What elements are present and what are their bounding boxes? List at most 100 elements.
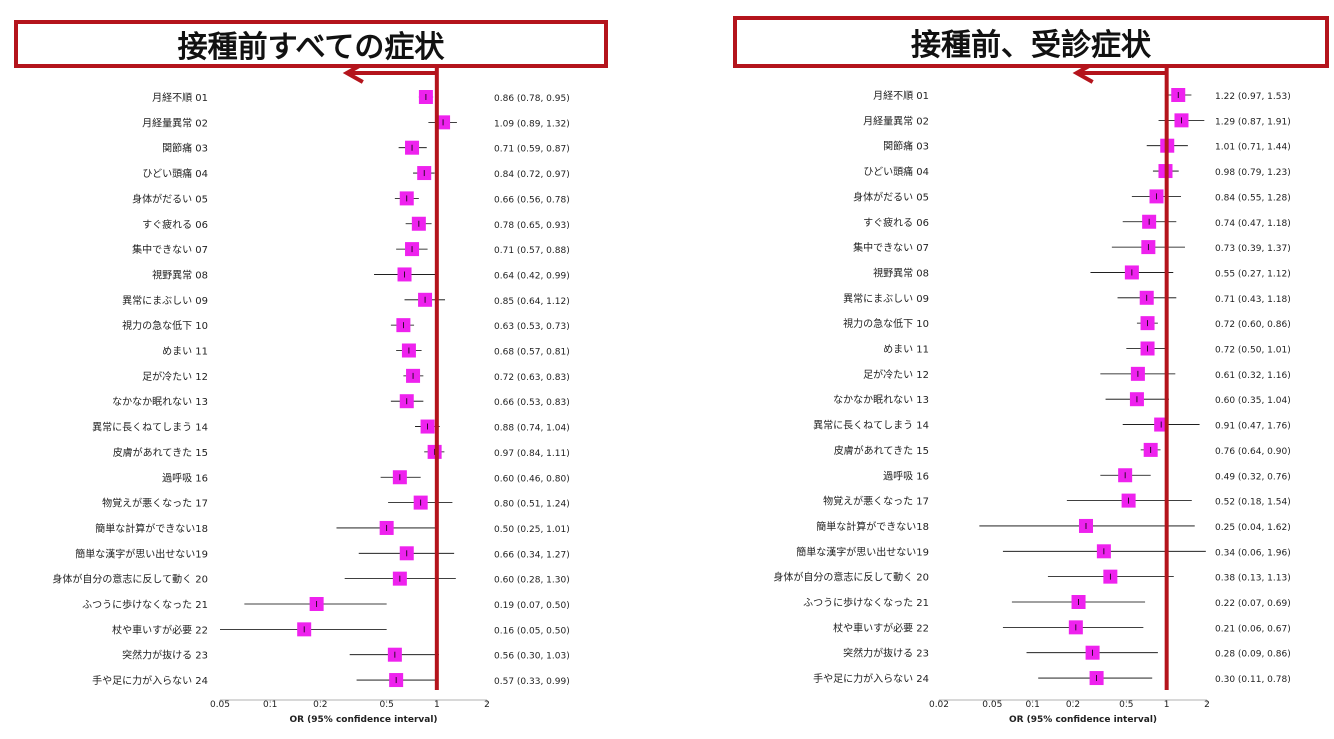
or-value-text: 0.52 (0.18, 1.54) [1215, 498, 1291, 508]
row-label: 視野異常 08 [873, 266, 929, 279]
row-label: 集中できない 07 [132, 243, 208, 256]
row-label: 手や足に力が入らない 24 [92, 674, 208, 687]
or-value-text: 1.22 (0.97, 1.53) [1215, 92, 1291, 102]
or-value-text: 0.85 (0.64, 1.12) [494, 297, 570, 307]
forest-plot-right: 月経不順 01 1.22 (0.97, 1.53) 月経量異常 02 1.29 (0.… [773, 62, 1291, 725]
x-tick-label: 0.5 [1119, 700, 1133, 710]
row-label: ふつうに歩けなくなった 21 [82, 598, 208, 611]
row-label: 突然力が抜ける 23 [122, 649, 208, 662]
or-value-text: 0.66 (0.56, 0.78) [494, 195, 570, 205]
row-label: 簡単な計算ができない18 [816, 520, 929, 533]
row-label: 杖や車いすが必要 22 [112, 623, 208, 636]
or-value-text: 0.97 (0.84, 1.11) [494, 449, 570, 459]
row-label: 集中できない 07 [853, 241, 929, 254]
or-value-text: 0.22 (0.07, 0.69) [1215, 599, 1291, 609]
row-label: 簡単な漢字が思い出せない19 [796, 545, 929, 558]
row-label: 視力の急な低下 10 [122, 319, 208, 332]
or-value-text: 0.91 (0.47, 1.76) [1215, 422, 1291, 432]
or-value-text: 0.66 (0.53, 0.83) [494, 398, 570, 408]
forest-plot-left: 月経不順 01 0.86 (0.78, 0.95) 月経量異常 02 1.09 (0.… [52, 62, 570, 725]
or-value-text: 0.56 (0.30, 1.03) [494, 652, 570, 662]
or-value-text: 0.80 (0.51, 1.24) [494, 500, 570, 510]
or-value-text: 0.19 (0.07, 0.50) [494, 601, 570, 611]
x-tick-label: 0.02 [929, 700, 949, 710]
row-label: 手や足に力が入らない 24 [813, 672, 929, 685]
x-tick-label: 2 [484, 700, 490, 710]
or-value-text: 0.86 (0.78, 0.95) [494, 94, 570, 104]
x-tick-label: 0.2 [1066, 700, 1080, 710]
or-value-text: 0.72 (0.63, 0.83) [494, 373, 570, 383]
row-label: 物覚えが悪くなった 17 [823, 495, 929, 508]
x-tick-label: 1 [434, 700, 440, 710]
or-value-text: 0.21 (0.06, 0.67) [1215, 624, 1291, 634]
or-value-text: 0.60 (0.28, 1.30) [494, 576, 570, 586]
row-label: 身体が自分の意志に反して動く 20 [773, 571, 929, 584]
row-label: ひどい頭痛 04 [142, 167, 208, 180]
row-label: 過呼吸 16 [162, 472, 208, 484]
row-label: 物覚えが悪くなった 17 [102, 497, 208, 510]
or-value-text: 1.09 (0.89, 1.32) [494, 119, 570, 129]
row-label: 関節痛 03 [883, 140, 929, 153]
row-label: 異常に長くねてしまう 14 [92, 421, 208, 434]
or-value-text: 0.25 (0.04, 1.62) [1215, 523, 1291, 533]
right-panel-title-text: 接種前、受診症状 [911, 28, 1151, 63]
x-tick-label: 0.05 [982, 700, 1002, 710]
or-value-text: 0.68 (0.57, 0.81) [494, 348, 570, 358]
x-axis-label: OR (95% confidence interval) [1009, 715, 1157, 725]
or-value-text: 0.50 (0.25, 1.01) [494, 525, 570, 535]
x-tick-label: 0.05 [210, 700, 230, 710]
or-value-text: 0.98 (0.79, 1.23) [1215, 168, 1291, 178]
or-value-text: 0.73 (0.39, 1.37) [1215, 244, 1291, 254]
row-label: なかなか眠れない 13 [833, 394, 929, 406]
row-label: ひどい頭痛 04 [863, 165, 929, 178]
or-value-text: 0.84 (0.55, 1.28) [1215, 193, 1291, 203]
row-label: 足が冷たい 12 [142, 370, 208, 383]
row-label: 視力の急な低下 10 [843, 317, 929, 330]
row-label: 皮膚があれてきた 15 [834, 444, 929, 457]
or-value-text: 0.72 (0.50, 1.01) [1215, 346, 1291, 356]
row-label: 視野異常 08 [152, 268, 208, 281]
x-tick-label: 0.1 [263, 700, 277, 710]
or-value-text: 0.88 (0.74, 1.04) [494, 424, 570, 434]
or-value-text: 0.84 (0.72, 0.97) [494, 170, 570, 180]
or-value-text: 0.55 (0.27, 1.12) [1215, 269, 1291, 279]
x-axis-label: OR (95% confidence interval) [289, 715, 437, 725]
or-value-text: 0.66 (0.34, 1.27) [494, 550, 570, 560]
row-label: 身体がだるい 05 [853, 190, 929, 203]
or-value-text: 0.57 (0.33, 0.99) [494, 677, 570, 687]
row-label: 簡単な漢字が思い出せない19 [75, 547, 208, 560]
row-label: 杖や車いすが必要 22 [833, 621, 929, 634]
row-label: めまい 11 [883, 344, 929, 356]
or-value-text: 0.49 (0.32, 0.76) [1215, 472, 1291, 482]
or-value-text: 1.01 (0.71, 1.44) [1215, 143, 1291, 153]
or-value-text: 0.71 (0.43, 1.18) [1215, 295, 1291, 305]
or-value-text: 0.38 (0.13, 1.13) [1215, 574, 1291, 584]
or-value-text: 0.64 (0.42, 0.99) [494, 271, 570, 281]
row-label: 皮膚があれてきた 15 [113, 446, 208, 459]
row-label: 異常に長くねてしまう 14 [813, 419, 929, 432]
or-value-text: 0.60 (0.46, 0.80) [494, 474, 570, 484]
or-value-text: 0.76 (0.64, 0.90) [1215, 447, 1291, 457]
or-value-text: 0.30 (0.11, 0.78) [1215, 675, 1291, 685]
row-label: 異常にまぶしい 09 [122, 294, 208, 307]
or-value-text: 0.28 (0.09, 0.86) [1215, 650, 1291, 660]
row-label: 足が冷たい 12 [863, 368, 929, 381]
x-tick-label: 1 [1164, 700, 1170, 710]
or-value-text: 0.63 (0.53, 0.73) [494, 322, 570, 332]
or-value-text: 0.71 (0.57, 0.88) [494, 246, 570, 256]
row-label: すぐ疲れる 06 [142, 218, 208, 231]
row-label: 過呼吸 16 [883, 470, 929, 482]
row-label: ふつうに歩けなくなった 21 [803, 596, 929, 609]
or-value-text: 0.60 (0.35, 1.04) [1215, 396, 1291, 406]
left-panel-title: 接種前すべての症状 [14, 20, 608, 68]
or-value-text: 0.16 (0.05, 0.50) [494, 626, 570, 636]
row-label: 身体が自分の意志に反して動く 20 [52, 573, 208, 586]
or-value-text: 0.34 (0.06, 1.96) [1215, 548, 1291, 558]
or-value-text: 0.61 (0.32, 1.16) [1215, 371, 1291, 381]
or-value-text: 1.29 (0.87, 1.91) [1215, 117, 1291, 127]
row-label: 関節痛 03 [162, 142, 208, 155]
or-value-text: 0.78 (0.65, 0.93) [494, 221, 570, 231]
row-label: なかなか眠れない 13 [112, 396, 208, 408]
x-tick-label: 0.1 [1025, 700, 1039, 710]
row-label: 月経不順 01 [152, 91, 208, 104]
